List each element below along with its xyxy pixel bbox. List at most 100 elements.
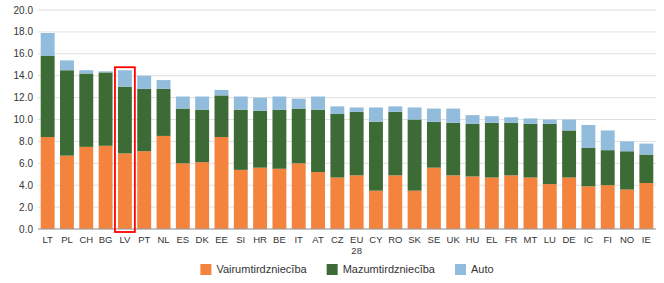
bar: [427, 109, 441, 122]
x-tick-label: RO: [388, 234, 402, 245]
bar: [118, 87, 132, 154]
bar: [388, 112, 402, 176]
bar: [99, 72, 113, 145]
x-tick-label: LV: [119, 234, 131, 245]
bar: [581, 186, 595, 229]
y-tick-label: 6.0: [19, 158, 33, 169]
bar: [311, 97, 325, 110]
bar: [79, 147, 93, 229]
bar: [253, 98, 267, 111]
x-tick-label: EE: [215, 234, 228, 245]
x-tick-label: NL: [157, 234, 169, 245]
bar: [215, 95, 229, 137]
bar: [195, 162, 209, 229]
bar: [253, 168, 267, 229]
x-tick-label: SK: [408, 234, 421, 245]
x-tick-label: HU: [466, 234, 480, 245]
bar: [369, 122, 383, 191]
x-tick-label: IC: [584, 234, 594, 245]
bar: [504, 175, 518, 229]
x-tick-label: AT: [312, 234, 324, 245]
x-tick-label: EU28: [350, 234, 363, 256]
legend-label: Auto: [471, 263, 494, 275]
y-axis: 0.02.04.06.08.010.012.014.016.018.020.0: [14, 5, 34, 235]
bar: [485, 123, 499, 178]
x-tick-label: EL: [486, 234, 498, 245]
x-tick-label: MT: [524, 234, 538, 245]
bar: [176, 163, 190, 229]
bar: [234, 97, 248, 110]
bar: [350, 112, 364, 176]
x-tick-label: HR: [253, 234, 267, 245]
bar: [408, 120, 422, 191]
bar: [562, 120, 576, 131]
bar: [41, 33, 55, 56]
bar: [137, 151, 151, 229]
bar: [157, 89, 171, 136]
x-tick-label: NO: [620, 234, 634, 245]
x-tick-label: DK: [196, 234, 210, 245]
y-tick-label: 20.0: [14, 5, 34, 16]
bar: [485, 178, 499, 229]
bar: [176, 97, 190, 109]
bar: [581, 148, 595, 186]
bar: [157, 136, 171, 229]
legend-swatch: [455, 264, 466, 275]
bar: [639, 183, 653, 229]
bar: [388, 175, 402, 229]
bar: [234, 110, 248, 170]
bar: [524, 118, 538, 123]
bar: [601, 185, 615, 229]
bar: [195, 97, 209, 110]
bar: [620, 151, 634, 189]
bar: [466, 176, 480, 229]
legend-item: Mazumtirdzniecība: [327, 263, 436, 275]
bar: [524, 124, 538, 178]
bar: [118, 70, 132, 86]
bar: [350, 107, 364, 111]
bar: [41, 137, 55, 229]
bar: [215, 137, 229, 229]
x-tick-label: PT: [138, 234, 150, 245]
x-tick-label: UK: [447, 234, 461, 245]
bar: [639, 144, 653, 155]
x-tick-label: LU: [544, 234, 556, 245]
x-tick-label: FR: [505, 234, 518, 245]
x-axis-line: [38, 229, 656, 230]
y-tick-label: 18.0: [14, 26, 34, 37]
bar: [388, 106, 402, 111]
highlight-box: [115, 67, 135, 232]
bar: [41, 56, 55, 137]
bar: [272, 169, 286, 229]
bar: [446, 109, 460, 123]
x-tick-label: FI: [603, 234, 611, 245]
bar: [601, 130, 615, 150]
bar: [292, 163, 306, 229]
x-tick-label: BE: [273, 234, 286, 245]
x-axis: LTPLCHBGLVPTNLESDKEESIHRBEITATCZEU28CYRO…: [42, 234, 650, 256]
bar: [118, 153, 132, 229]
bar: [504, 123, 518, 176]
bar: [620, 141, 634, 151]
bar: [504, 117, 518, 122]
legend-item: Auto: [455, 263, 494, 275]
y-tick-label: 8.0: [19, 136, 33, 147]
y-tick-label: 12.0: [14, 92, 34, 103]
bar: [79, 74, 93, 147]
y-tick-label: 10.0: [14, 114, 34, 125]
bar: [330, 178, 344, 229]
legend-label: Mazumtirdzniecība: [343, 263, 436, 275]
bar: [350, 175, 364, 229]
bar: [311, 172, 325, 229]
chart: 0.02.04.06.08.010.012.014.016.018.020.0L…: [0, 0, 664, 283]
bar: [157, 80, 171, 89]
bar: [176, 109, 190, 164]
bar: [79, 70, 93, 73]
bar: [543, 124, 557, 184]
bar: [292, 99, 306, 109]
grid-line: [38, 229, 656, 230]
x-tick-label: CZ: [331, 234, 344, 245]
bar: [60, 70, 74, 155]
series: [41, 33, 654, 155]
legend-item: Vairumtirdzniecība: [200, 263, 307, 275]
